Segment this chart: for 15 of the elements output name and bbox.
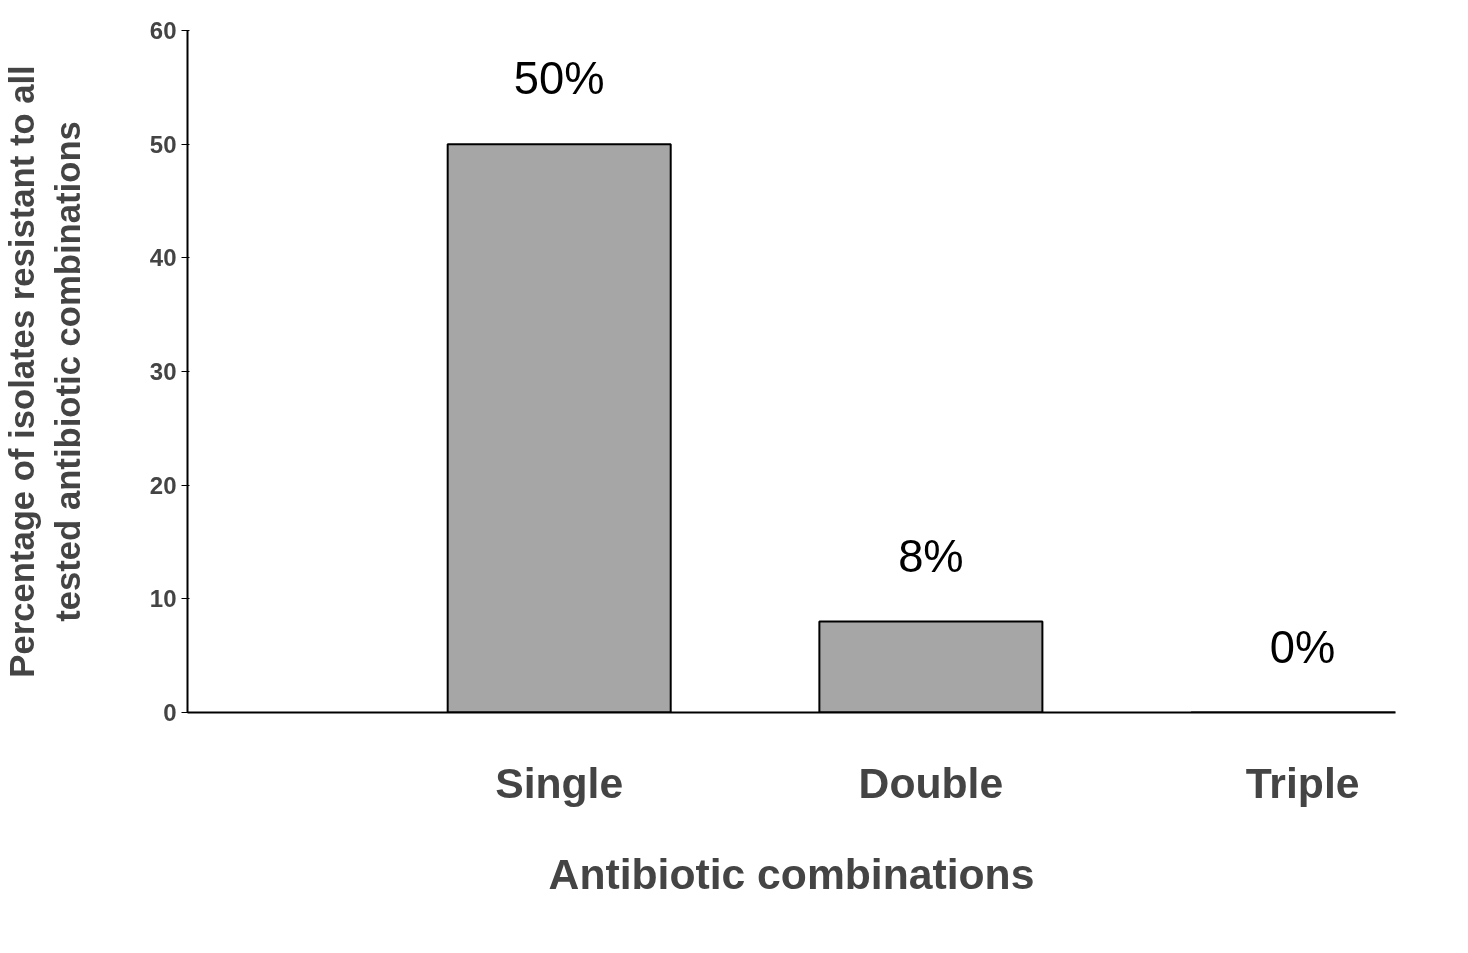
data-label: 50% — [513, 53, 605, 105]
data-label: 0% — [1269, 621, 1336, 673]
x-tick-label: Single — [495, 758, 624, 807]
x-tick-label: Triple — [1245, 758, 1360, 807]
y-tick-label: 50 — [149, 130, 177, 158]
y-tick-label: 40 — [149, 244, 177, 272]
data-label: 8% — [898, 530, 964, 582]
y-axis-title: Percentage of isolates resistant to all tested antibiotic combinations — [3, 65, 87, 678]
x-axis-title: Antibiotic combinations — [548, 849, 1035, 898]
y-tick-label: 30 — [149, 358, 177, 385]
y-tick-label: 20 — [149, 471, 177, 499]
y-tick-label: 10 — [149, 585, 177, 613]
y-tick-label: 60 — [149, 17, 177, 44]
x-tick-label: Double — [858, 758, 1004, 807]
y-tick-label: 0 — [163, 699, 177, 726]
